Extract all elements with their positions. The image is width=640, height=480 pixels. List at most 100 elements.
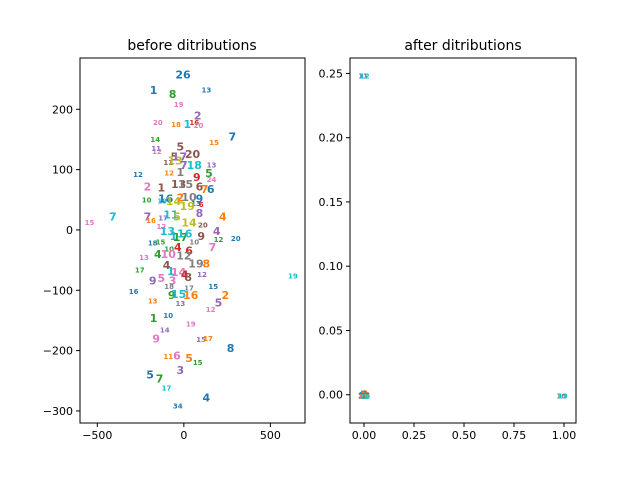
point-label: 10 — [142, 196, 152, 204]
point-label: 5 — [205, 167, 213, 180]
left-plot-frame — [79, 57, 306, 424]
point-label: 8 — [196, 207, 204, 220]
point-label: 10 — [189, 239, 199, 247]
y-tick-label: 0 — [66, 224, 73, 237]
point-label: 15 — [196, 336, 206, 344]
y-tick-label: 100 — [52, 164, 73, 177]
point-label: 16 — [146, 217, 156, 225]
point-label: 7 — [144, 211, 152, 224]
y-tick-label: 0.20 — [319, 132, 344, 145]
point-label: 19 — [288, 272, 298, 280]
point-label: 13 — [191, 200, 201, 208]
point-label: 2 — [177, 191, 185, 204]
point-label: 18 — [171, 121, 181, 129]
point-label: 5 — [173, 211, 181, 224]
point-label: 1 — [170, 230, 178, 243]
left-axes-ticks: −500 0 500 −300 −200 −100 0 100 200 — [43, 103, 281, 442]
point-label: 12 — [206, 306, 216, 314]
point-label: 17 — [184, 284, 194, 292]
cluster-point-label: 18 — [359, 393, 369, 401]
point-label: 17 — [158, 214, 168, 222]
cluster-point-label: 12 — [360, 391, 370, 399]
y-tick-label: 0.10 — [319, 260, 344, 273]
point-label: 5 — [170, 150, 178, 163]
point-label: 1 — [167, 265, 175, 278]
point-label: 12 — [133, 171, 143, 179]
point-label: 5 — [146, 369, 154, 382]
point-label: 15 — [208, 283, 218, 291]
point-label: 12 — [197, 271, 207, 279]
point-label: 5 — [158, 272, 166, 285]
point-label: 14 — [181, 217, 197, 230]
point-label: 5 — [185, 352, 193, 365]
cluster-point-label: 11 — [360, 391, 370, 399]
point-label: 13 — [168, 155, 183, 168]
point-label: 7 — [156, 372, 164, 385]
x-tick-label: −500 — [82, 429, 112, 442]
cluster-point-label: 19 — [360, 393, 370, 401]
cluster-point-label: 5 — [360, 390, 365, 398]
point-label: 1 — [177, 166, 185, 179]
point-label: 4 — [174, 241, 182, 254]
x-tick-label: 0.50 — [452, 429, 477, 442]
cluster-point-label: 6 — [361, 390, 366, 398]
point-label: 6 — [207, 183, 215, 196]
point-label: 15 — [178, 178, 193, 191]
y-tick-label: −300 — [43, 405, 73, 418]
point-label: 20 — [185, 148, 201, 161]
x-tick-label: 0.75 — [502, 429, 527, 442]
point-label: 20 — [231, 235, 241, 243]
cluster-point-label: 10 — [359, 391, 369, 399]
point-label: 2 — [144, 181, 152, 194]
y-tick-label: 0.25 — [319, 67, 344, 80]
cluster-point-label: 17 — [358, 393, 368, 401]
point-label: 13 — [139, 254, 149, 262]
point-label: 15 — [156, 239, 166, 247]
cluster-point-label: 14 — [359, 392, 369, 400]
point-label: 7 — [209, 241, 217, 254]
point-label: 6 — [173, 349, 181, 362]
cluster-point-label: 19 — [558, 393, 568, 401]
point-label: 1 — [158, 182, 166, 195]
point-label: 9 — [197, 230, 205, 243]
point-label: 13 — [207, 161, 217, 169]
point-label: 7 — [201, 183, 209, 196]
y-tick-label: 0.05 — [319, 324, 344, 337]
cluster-point-label: 1 — [360, 390, 365, 398]
y-tick-label: −200 — [43, 345, 73, 358]
x-tick-label: 500 — [260, 429, 281, 442]
point-label: 20 — [153, 119, 163, 127]
point-label: 2 — [194, 109, 202, 122]
y-tick-label: 0.15 — [319, 196, 344, 209]
point-label: 5 — [215, 296, 223, 309]
cluster-point-label: 4 — [363, 390, 368, 398]
point-label: 9 — [168, 289, 176, 302]
point-label: 15 — [171, 288, 186, 301]
point-label: 10 — [164, 246, 174, 254]
point-label: 13 — [148, 298, 158, 306]
point-label: 13 — [171, 178, 186, 191]
point-label: 18 — [148, 240, 158, 248]
point-label: 12 — [214, 236, 224, 244]
point-label: 9 — [152, 333, 160, 346]
point-label: 15 — [193, 359, 203, 367]
point-label: 14 — [160, 327, 170, 335]
point-label: 7 — [109, 211, 117, 224]
point-label: 4 — [203, 392, 211, 405]
point-label: 10 — [163, 312, 173, 320]
cluster-point-label: 11 — [358, 72, 368, 80]
cluster-point-label: 3 — [362, 390, 367, 398]
point-label: 9 — [193, 171, 201, 184]
point-label: 19 — [188, 258, 203, 271]
point-label: 18 — [164, 283, 174, 291]
point-label: 12 — [152, 148, 162, 156]
point-label: 17 — [173, 231, 188, 244]
point-label: 11 — [163, 353, 173, 361]
point-label: 17 — [203, 335, 213, 343]
point-label: 26 — [175, 68, 191, 81]
point-label: 2 — [222, 289, 230, 302]
